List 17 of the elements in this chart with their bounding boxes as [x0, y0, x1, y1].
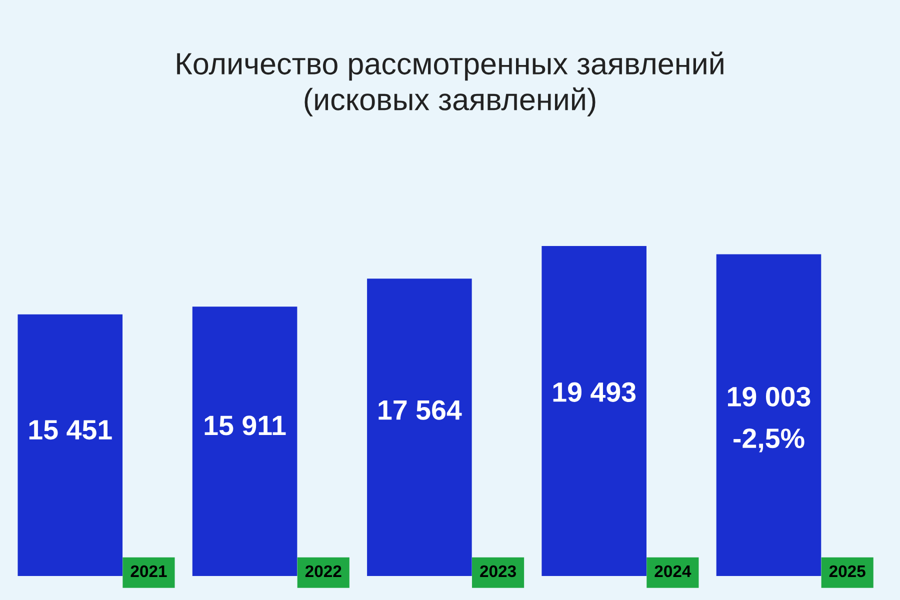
bar	[542, 246, 646, 576]
data-label: 17 564	[378, 400, 462, 420]
x-tick-label: 2023	[480, 565, 516, 578]
x-tick-label: 2024	[654, 565, 692, 578]
x-tick-label: 2025	[829, 565, 866, 578]
x-tick-label: 2022	[305, 565, 342, 578]
x-tick-label: 2021	[130, 565, 167, 578]
data-label: 19 003	[728, 386, 810, 407]
bar	[18, 314, 123, 576]
data-label: 19 493	[553, 382, 636, 402]
chart-title: Количество рассмотренных заявлений (исковых заявлений)	[177, 52, 724, 116]
data-label: 15 451	[29, 420, 112, 440]
bar	[192, 306, 298, 576]
data-label: 15 911	[204, 416, 286, 436]
bar	[716, 254, 822, 576]
annotation: -2,5%	[734, 428, 804, 452]
bar	[367, 278, 472, 576]
